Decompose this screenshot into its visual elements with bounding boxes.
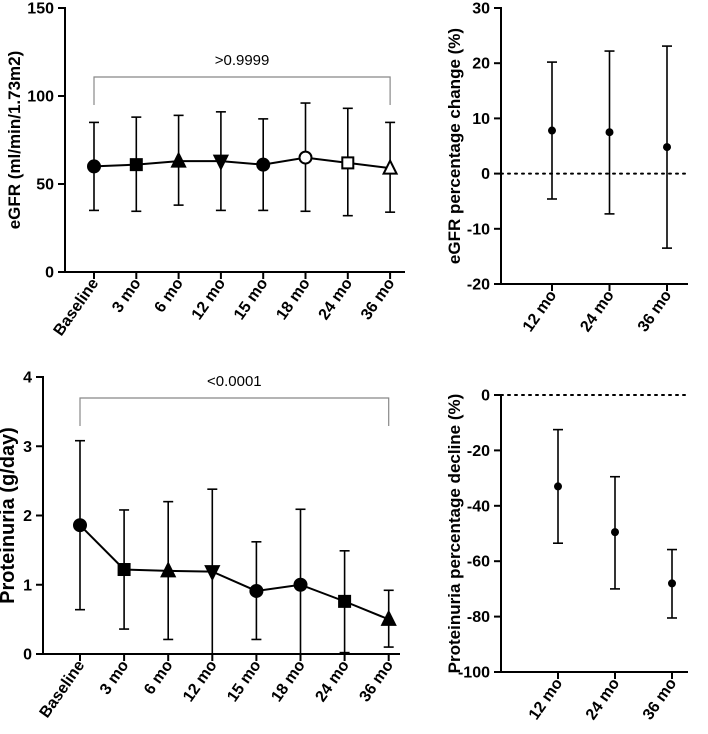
marker-15-mo: [249, 583, 264, 598]
x-tick-label: Baseline: [37, 657, 89, 721]
data-point-24-mo: [611, 528, 619, 537]
marker-24-mo: [338, 594, 352, 608]
y-tick-label: 0: [45, 265, 54, 282]
y-tick-label: -60: [467, 554, 490, 571]
x-tick-label: 36 mo: [640, 675, 681, 723]
p-value-label: <0.0001: [207, 373, 262, 390]
x-tick-label: 12 mo: [180, 657, 221, 705]
y-tick-label: -40: [467, 498, 490, 515]
x-tick-label: 15 mo: [224, 657, 265, 705]
marker-12-mo: [204, 565, 221, 582]
marker-36-mo: [381, 158, 399, 175]
series-line: [93, 156, 391, 170]
marker-24-mo: [341, 156, 355, 170]
marker-3-mo: [129, 158, 143, 172]
y-tick-label: -20: [467, 443, 490, 460]
x-tick-label: 24 mo: [583, 675, 624, 723]
data-point-12-mo: [554, 482, 562, 491]
x-tick-label: 24 mo: [577, 287, 618, 335]
data-point-36-mo: [668, 579, 676, 588]
y-tick-label: 10: [472, 111, 490, 128]
series-line: [79, 524, 390, 621]
significance-bracket: [79, 397, 390, 426]
x-tick-label: 6 mo: [141, 657, 176, 698]
marker-18-mo: [298, 150, 313, 165]
y-tick-label: -80: [467, 609, 490, 626]
marker-18-mo: [293, 577, 308, 592]
y-tick-label: 20: [472, 56, 490, 73]
x-tick-label: 18 mo: [268, 657, 309, 705]
panel-proteinuria: 0 1 2 3 4 Proteinuria (g/day) Baseline 3 mo 6 mo…: [0, 370, 400, 721]
y-tick-label: 50: [36, 177, 54, 194]
marker-12-mo: [212, 154, 230, 171]
x-tick-label: 3 mo: [109, 275, 144, 316]
significance-bracket: [93, 76, 391, 105]
x-tick-label: 15 mo: [231, 275, 272, 323]
y-axis-title: eGFR (ml/min/1.73m2): [5, 51, 24, 230]
x-tick-label: 36 mo: [358, 275, 399, 323]
x-tick-label: 6 mo: [152, 275, 187, 316]
y-tick-label: 30: [472, 1, 490, 18]
y-tick-label: 0: [481, 388, 490, 405]
x-tick-label: 3 mo: [97, 657, 132, 698]
panel-proteinuria-decline: -100 -80 -60 -40 -20 0 Proteinuria percentage …: [445, 388, 689, 723]
y-tick-label: -10: [467, 221, 490, 238]
x-tick-label: 12 mo: [189, 275, 230, 323]
y-tick-label: -20: [467, 277, 490, 294]
y-tick-label: 4: [23, 370, 32, 387]
marker-15-mo: [256, 157, 271, 172]
panel-egfr: 0 50 100 150 eGFR (ml/min/1.73m2) Baseline 3 m…: [5, 1, 405, 339]
marker-baseline: [87, 159, 101, 174]
x-tick-label: 36 mo: [635, 287, 676, 335]
y-tick-label: 2: [23, 508, 32, 525]
data-point-24-mo: [605, 128, 614, 137]
y-tick-label: 100: [27, 89, 54, 106]
y-axis-title: eGFR percentage change (%): [445, 28, 464, 264]
x-tick-label: Baseline: [51, 275, 103, 339]
marker-36-mo: [380, 609, 397, 626]
panel-egfr-change: -20 -10 0 10 20 30 eGFR percentage change (%) 1…: [445, 1, 689, 335]
marker-3-mo: [117, 563, 131, 577]
x-tick-label: 12 mo: [526, 675, 567, 723]
data-point-12-mo: [548, 126, 556, 135]
x-tick-label: 24 mo: [316, 275, 357, 323]
y-tick-label: 0: [23, 647, 32, 664]
marker-baseline: [73, 518, 87, 533]
y-tick-label: 150: [27, 1, 54, 18]
marker-6-mo: [170, 151, 187, 168]
x-tick-label: 36 mo: [357, 657, 398, 705]
data-point-36-mo: [663, 143, 671, 152]
y-axis-title: Proteinuria (g/day): [0, 427, 19, 604]
y-tick-label: 3: [23, 439, 32, 456]
x-tick-label: 18 mo: [273, 275, 314, 323]
marker-6-mo: [160, 561, 177, 578]
y-tick-label: 1: [23, 577, 32, 594]
p-value-label: >0.9999: [215, 52, 270, 69]
x-tick-label: 12 mo: [520, 287, 561, 335]
x-tick-label: 24 mo: [312, 657, 353, 705]
y-axis-title: Proteinuria percentage decline (%): [445, 394, 464, 674]
y-tick-label: 0: [481, 166, 490, 183]
y-tick-label: -100: [458, 665, 490, 682]
